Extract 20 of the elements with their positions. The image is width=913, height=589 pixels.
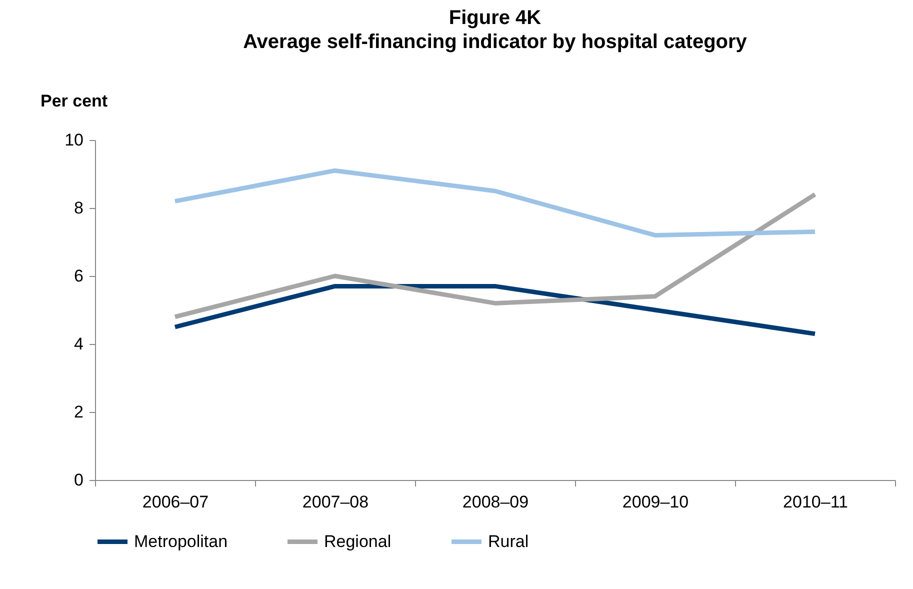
y-tick-label: 2 <box>74 402 84 422</box>
y-tick-label: 10 <box>64 130 84 150</box>
legend-label: Metropolitan <box>134 532 228 551</box>
legend-label: Rural <box>488 532 529 551</box>
chart-subtitle: Average self-financing indicator by hospital category <box>243 31 748 53</box>
line-series <box>172 284 818 336</box>
x-tick-label: 2008–09 <box>462 492 529 512</box>
y-tick-label: 0 <box>74 470 84 490</box>
x-tick-label: 2009–10 <box>622 492 689 512</box>
y-tick-label: 6 <box>74 266 84 286</box>
x-tick-label: 2007–08 <box>302 492 369 512</box>
y-tick-label: 4 <box>74 334 84 354</box>
x-tick-label: 2006–07 <box>142 492 209 512</box>
y-tick-label: 8 <box>74 198 84 218</box>
y-axis-title: Per cent <box>40 92 108 110</box>
chart-title: Figure 4K <box>448 7 542 29</box>
line-series <box>172 168 818 238</box>
line-series <box>172 192 818 320</box>
legend-label: Regional <box>324 532 392 551</box>
x-tick-label: 2010–11 <box>783 492 848 512</box>
